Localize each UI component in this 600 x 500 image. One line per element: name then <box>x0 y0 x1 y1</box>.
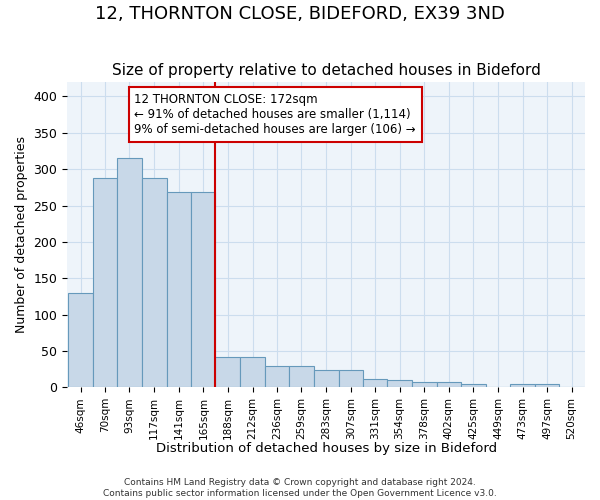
Text: 12 THORNTON CLOSE: 172sqm
← 91% of detached houses are smaller (1,114)
9% of sem: 12 THORNTON CLOSE: 172sqm ← 91% of detac… <box>134 93 416 136</box>
Bar <box>265 366 289 388</box>
Bar <box>412 382 437 388</box>
Title: Size of property relative to detached houses in Bideford: Size of property relative to detached ho… <box>112 63 541 78</box>
Bar <box>142 178 167 388</box>
Bar <box>364 380 387 388</box>
Bar <box>511 384 535 388</box>
Bar <box>289 366 314 388</box>
Bar <box>191 192 215 388</box>
Text: 12, THORNTON CLOSE, BIDEFORD, EX39 3ND: 12, THORNTON CLOSE, BIDEFORD, EX39 3ND <box>95 5 505 23</box>
Bar <box>167 192 191 388</box>
Bar <box>314 370 338 388</box>
Y-axis label: Number of detached properties: Number of detached properties <box>15 136 28 333</box>
Bar <box>387 380 412 388</box>
Bar <box>215 357 240 388</box>
Bar <box>437 382 461 388</box>
Bar <box>461 384 485 388</box>
Bar <box>240 357 265 388</box>
Bar <box>93 178 117 388</box>
Bar <box>68 293 93 388</box>
X-axis label: Distribution of detached houses by size in Bideford: Distribution of detached houses by size … <box>155 442 497 455</box>
Bar <box>338 370 364 388</box>
Text: Contains HM Land Registry data © Crown copyright and database right 2024.
Contai: Contains HM Land Registry data © Crown c… <box>103 478 497 498</box>
Bar <box>535 384 559 388</box>
Bar <box>117 158 142 388</box>
